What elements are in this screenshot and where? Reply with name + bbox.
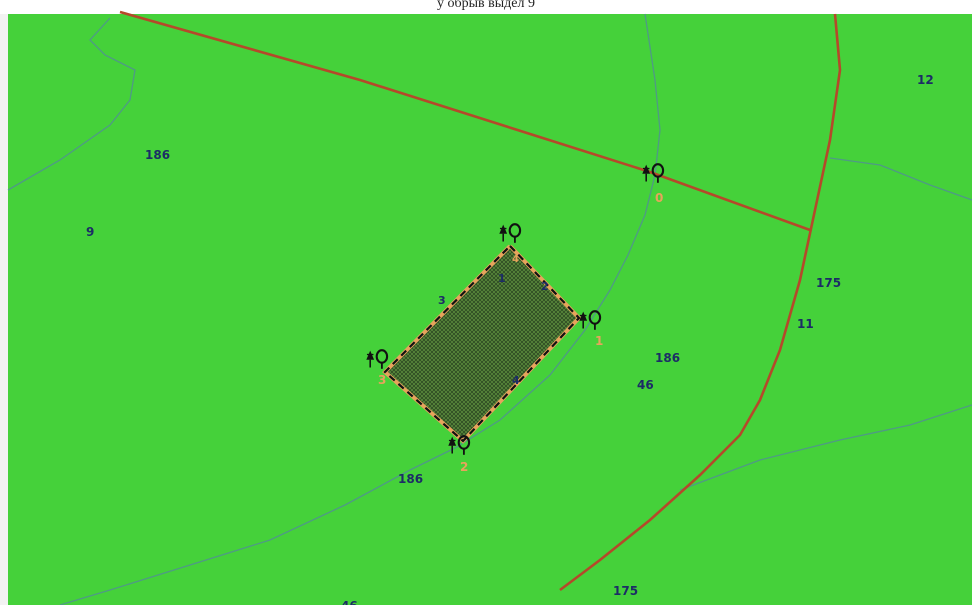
map-label-175: 175 (613, 584, 638, 598)
map-label-46: 46 (637, 378, 654, 392)
vertex-label-3: 3 (378, 373, 386, 387)
vertex-label-0: 0 (655, 191, 663, 205)
vertex-label-4: 4 (512, 254, 519, 265)
map-label-175: 175 (816, 276, 841, 290)
vertex-label-2: 2 (460, 460, 468, 474)
plot-edge-label-west: 1 (498, 272, 506, 285)
map-label-12: 12 (917, 73, 934, 87)
plot-edge-label-north: 3 (438, 294, 446, 307)
plot-edge-label-south: 4 (512, 374, 520, 387)
map-label-11: 11 (797, 317, 814, 331)
vertex-label-1: 1 (595, 334, 603, 348)
map-label-9: 9 (86, 225, 94, 239)
map-label-186: 186 (398, 472, 423, 486)
left-edge-shadow (0, 14, 8, 605)
plot-edge-label-east: 2 (541, 280, 549, 293)
map-label-186: 186 (655, 351, 680, 365)
map-label-186: 186 (145, 148, 170, 162)
map-label-46: 46 (341, 599, 358, 605)
